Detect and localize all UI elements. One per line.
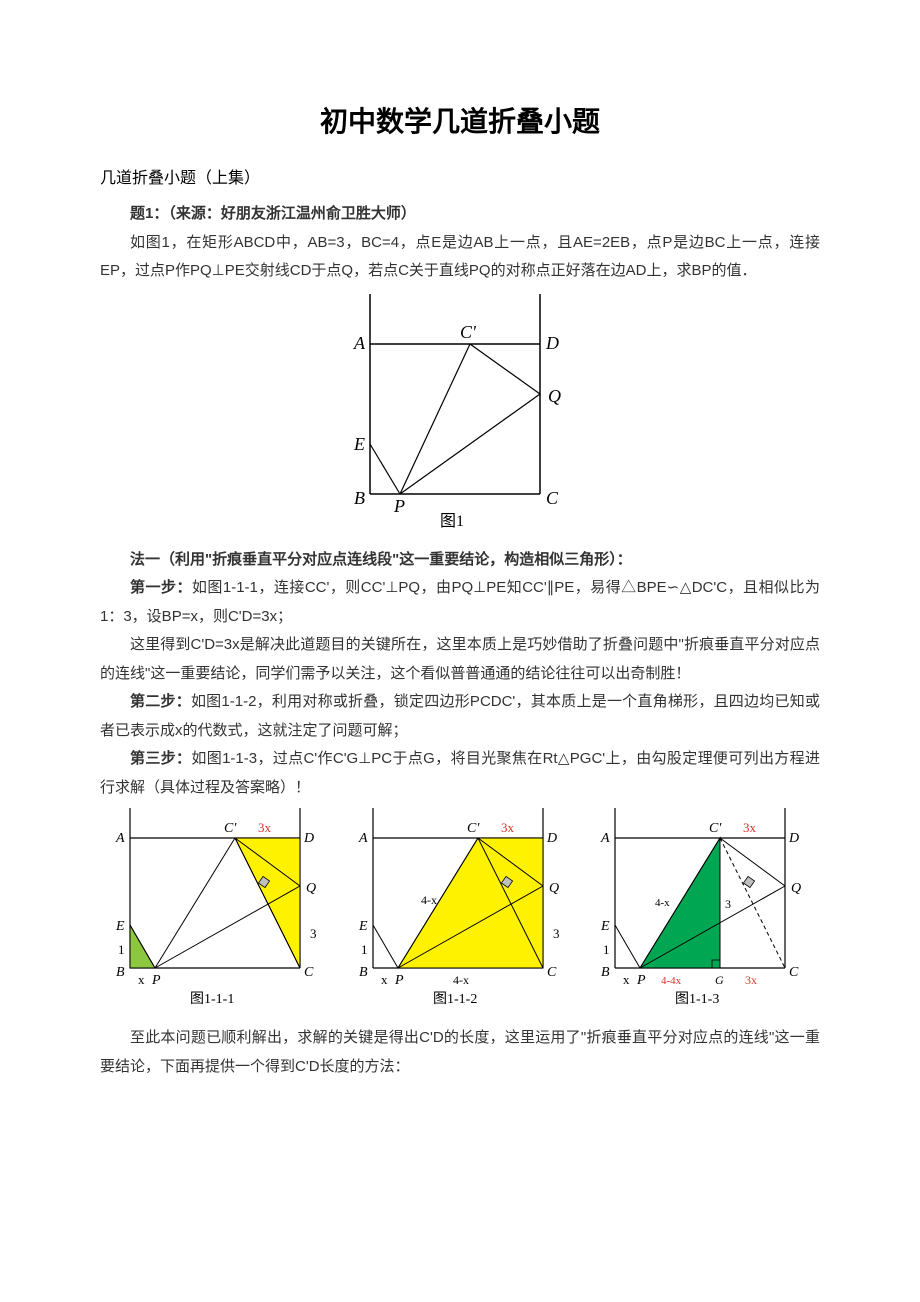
m1-step3-text: 如图1-1-3，过点C'作C'G⊥PC于点G，将目光聚焦在Rt△PGC'上，由勾…: [100, 750, 820, 796]
page-title: 初中数学几道折叠小题: [100, 100, 820, 140]
method1-heading-text: 法一（利用"折痕垂直平分对应点连线段"这一重要结论，构造相似三角形）：: [130, 551, 632, 568]
lbl-C: C: [546, 488, 559, 508]
s1-P: P: [151, 973, 161, 988]
s1-Cp: C': [224, 821, 237, 836]
figure-1-1-1: A B C D E P Q C' 3x 3 1 x 图1-1-1: [100, 808, 335, 1008]
q1-heading-text: 题1：（来源：好朋友浙江温州俞卫胜大师）: [130, 205, 416, 222]
s3-3x: 3x: [743, 820, 757, 835]
s2-P: P: [394, 973, 404, 988]
m1-p2: 这里得到C'D=3x是解决此道题目的关键所在，这里本质上是巧妙借助了折叠问题中"…: [100, 631, 820, 688]
method1-heading: 法一（利用"折痕垂直平分对应点连线段"这一重要结论，构造相似三角形）：: [100, 546, 820, 575]
s3-C: C: [789, 965, 799, 980]
s3-A: A: [600, 831, 610, 846]
s3-Cp: C': [709, 821, 722, 836]
figure-1: A B C D E P Q C' 图1: [100, 294, 820, 534]
lbl-P: P: [393, 496, 405, 516]
s1-3x: 3x: [258, 820, 272, 835]
s3-G: G: [715, 973, 724, 987]
s1-Q: Q: [306, 881, 316, 896]
m1-step1-text: 如图1-1-1，连接CC'，则CC'⊥PQ，由PQ⊥PE知CC'∥PE，易得△B…: [100, 579, 820, 625]
figure-1-1-2: A B C D E P Q C' 3x 3 1 x 4-x 4-x 图1-1-2: [343, 808, 578, 1008]
q1-body: 如图1，在矩形ABCD中，AB=3，BC=4，点E是边AB上一点，且AE=2EB…: [100, 229, 820, 286]
s2-x: x: [381, 972, 388, 987]
m1-step3: 第三步：如图1-1-3，过点C'作C'G⊥PC于点G，将目光聚焦在Rt△PGC'…: [100, 745, 820, 802]
s2-cap: 图1-1-2: [433, 992, 477, 1007]
s3-x: x: [623, 972, 630, 987]
s3-E: E: [600, 919, 610, 934]
s2-3: 3: [553, 926, 560, 941]
s2-D: D: [546, 831, 557, 846]
s1-D: D: [303, 831, 314, 846]
s2-1: 1: [361, 942, 368, 957]
m1-step2-text: 如图1-1-2，利用对称或折叠，锁定四边形PCDC'，其本质上是一个直角梯形，且…: [100, 693, 820, 739]
s1-A: A: [115, 831, 125, 846]
lbl-E: E: [353, 434, 365, 454]
m1-step3-label: 第三步：: [130, 750, 191, 767]
s2-Q: Q: [549, 881, 559, 896]
s3-4mx: 4-x: [655, 897, 670, 909]
s3-D: D: [788, 831, 799, 846]
s1-x: x: [138, 972, 145, 987]
s2-E: E: [358, 919, 368, 934]
lbl-A: A: [353, 333, 366, 353]
s3-1: 1: [603, 942, 610, 957]
s1-1: 1: [118, 942, 125, 957]
s2-4mx-b: 4-x: [453, 973, 469, 987]
lbl-B: B: [354, 488, 365, 508]
s2-C: C: [547, 965, 557, 980]
s2-Cp: C': [467, 821, 480, 836]
figures-1-1-row: A B C D E P Q C' 3x 3 1 x 图1-1-1: [100, 808, 820, 1008]
s3-P: P: [636, 973, 646, 988]
s3-Q: Q: [791, 881, 801, 896]
figure-1-1-3: A B C D E P Q C' 3x 3 1 x 4-x 4-4x G 3x …: [585, 808, 820, 1008]
closing: 至此本问题已顺利解出，求解的关键是得出C'D的长度，这里运用了"折痕垂直平分对应…: [100, 1024, 820, 1081]
s1-3: 3: [310, 926, 317, 941]
s3-3: 3: [725, 897, 731, 911]
lbl-Cp: C': [460, 322, 477, 342]
s1-B: B: [116, 965, 125, 980]
s1-cap: 图1-1-1: [190, 992, 234, 1007]
m1-step2: 第二步：如图1-1-2，利用对称或折叠，锁定四边形PCDC'，其本质上是一个直角…: [100, 688, 820, 745]
lbl-Q: Q: [548, 386, 561, 406]
q1-heading: 题1：（来源：好朋友浙江温州俞卫胜大师）: [100, 200, 820, 229]
m1-step2-label: 第二步：: [130, 693, 191, 710]
m1-step1-label: 第一步：: [130, 579, 192, 596]
s3-cap: 图1-1-3: [675, 992, 719, 1007]
lbl-D: D: [545, 333, 559, 353]
s2-4mx-a: 4-x: [421, 893, 437, 907]
s1-C: C: [304, 965, 314, 980]
fig1-caption: 图1: [440, 513, 464, 530]
s1-E: E: [115, 919, 125, 934]
s3-4m4x: 4-4x: [661, 975, 682, 987]
page-subtitle: 几道折叠小题（上集）: [100, 164, 820, 188]
m1-step1: 第一步：如图1-1-1，连接CC'，则CC'⊥PQ，由PQ⊥PE知CC'∥PE，…: [100, 574, 820, 631]
s2-3x: 3x: [501, 820, 515, 835]
s3-B: B: [601, 965, 610, 980]
s2-B: B: [359, 965, 368, 980]
s2-A: A: [358, 831, 368, 846]
s3-3x-b: 3x: [745, 973, 757, 987]
